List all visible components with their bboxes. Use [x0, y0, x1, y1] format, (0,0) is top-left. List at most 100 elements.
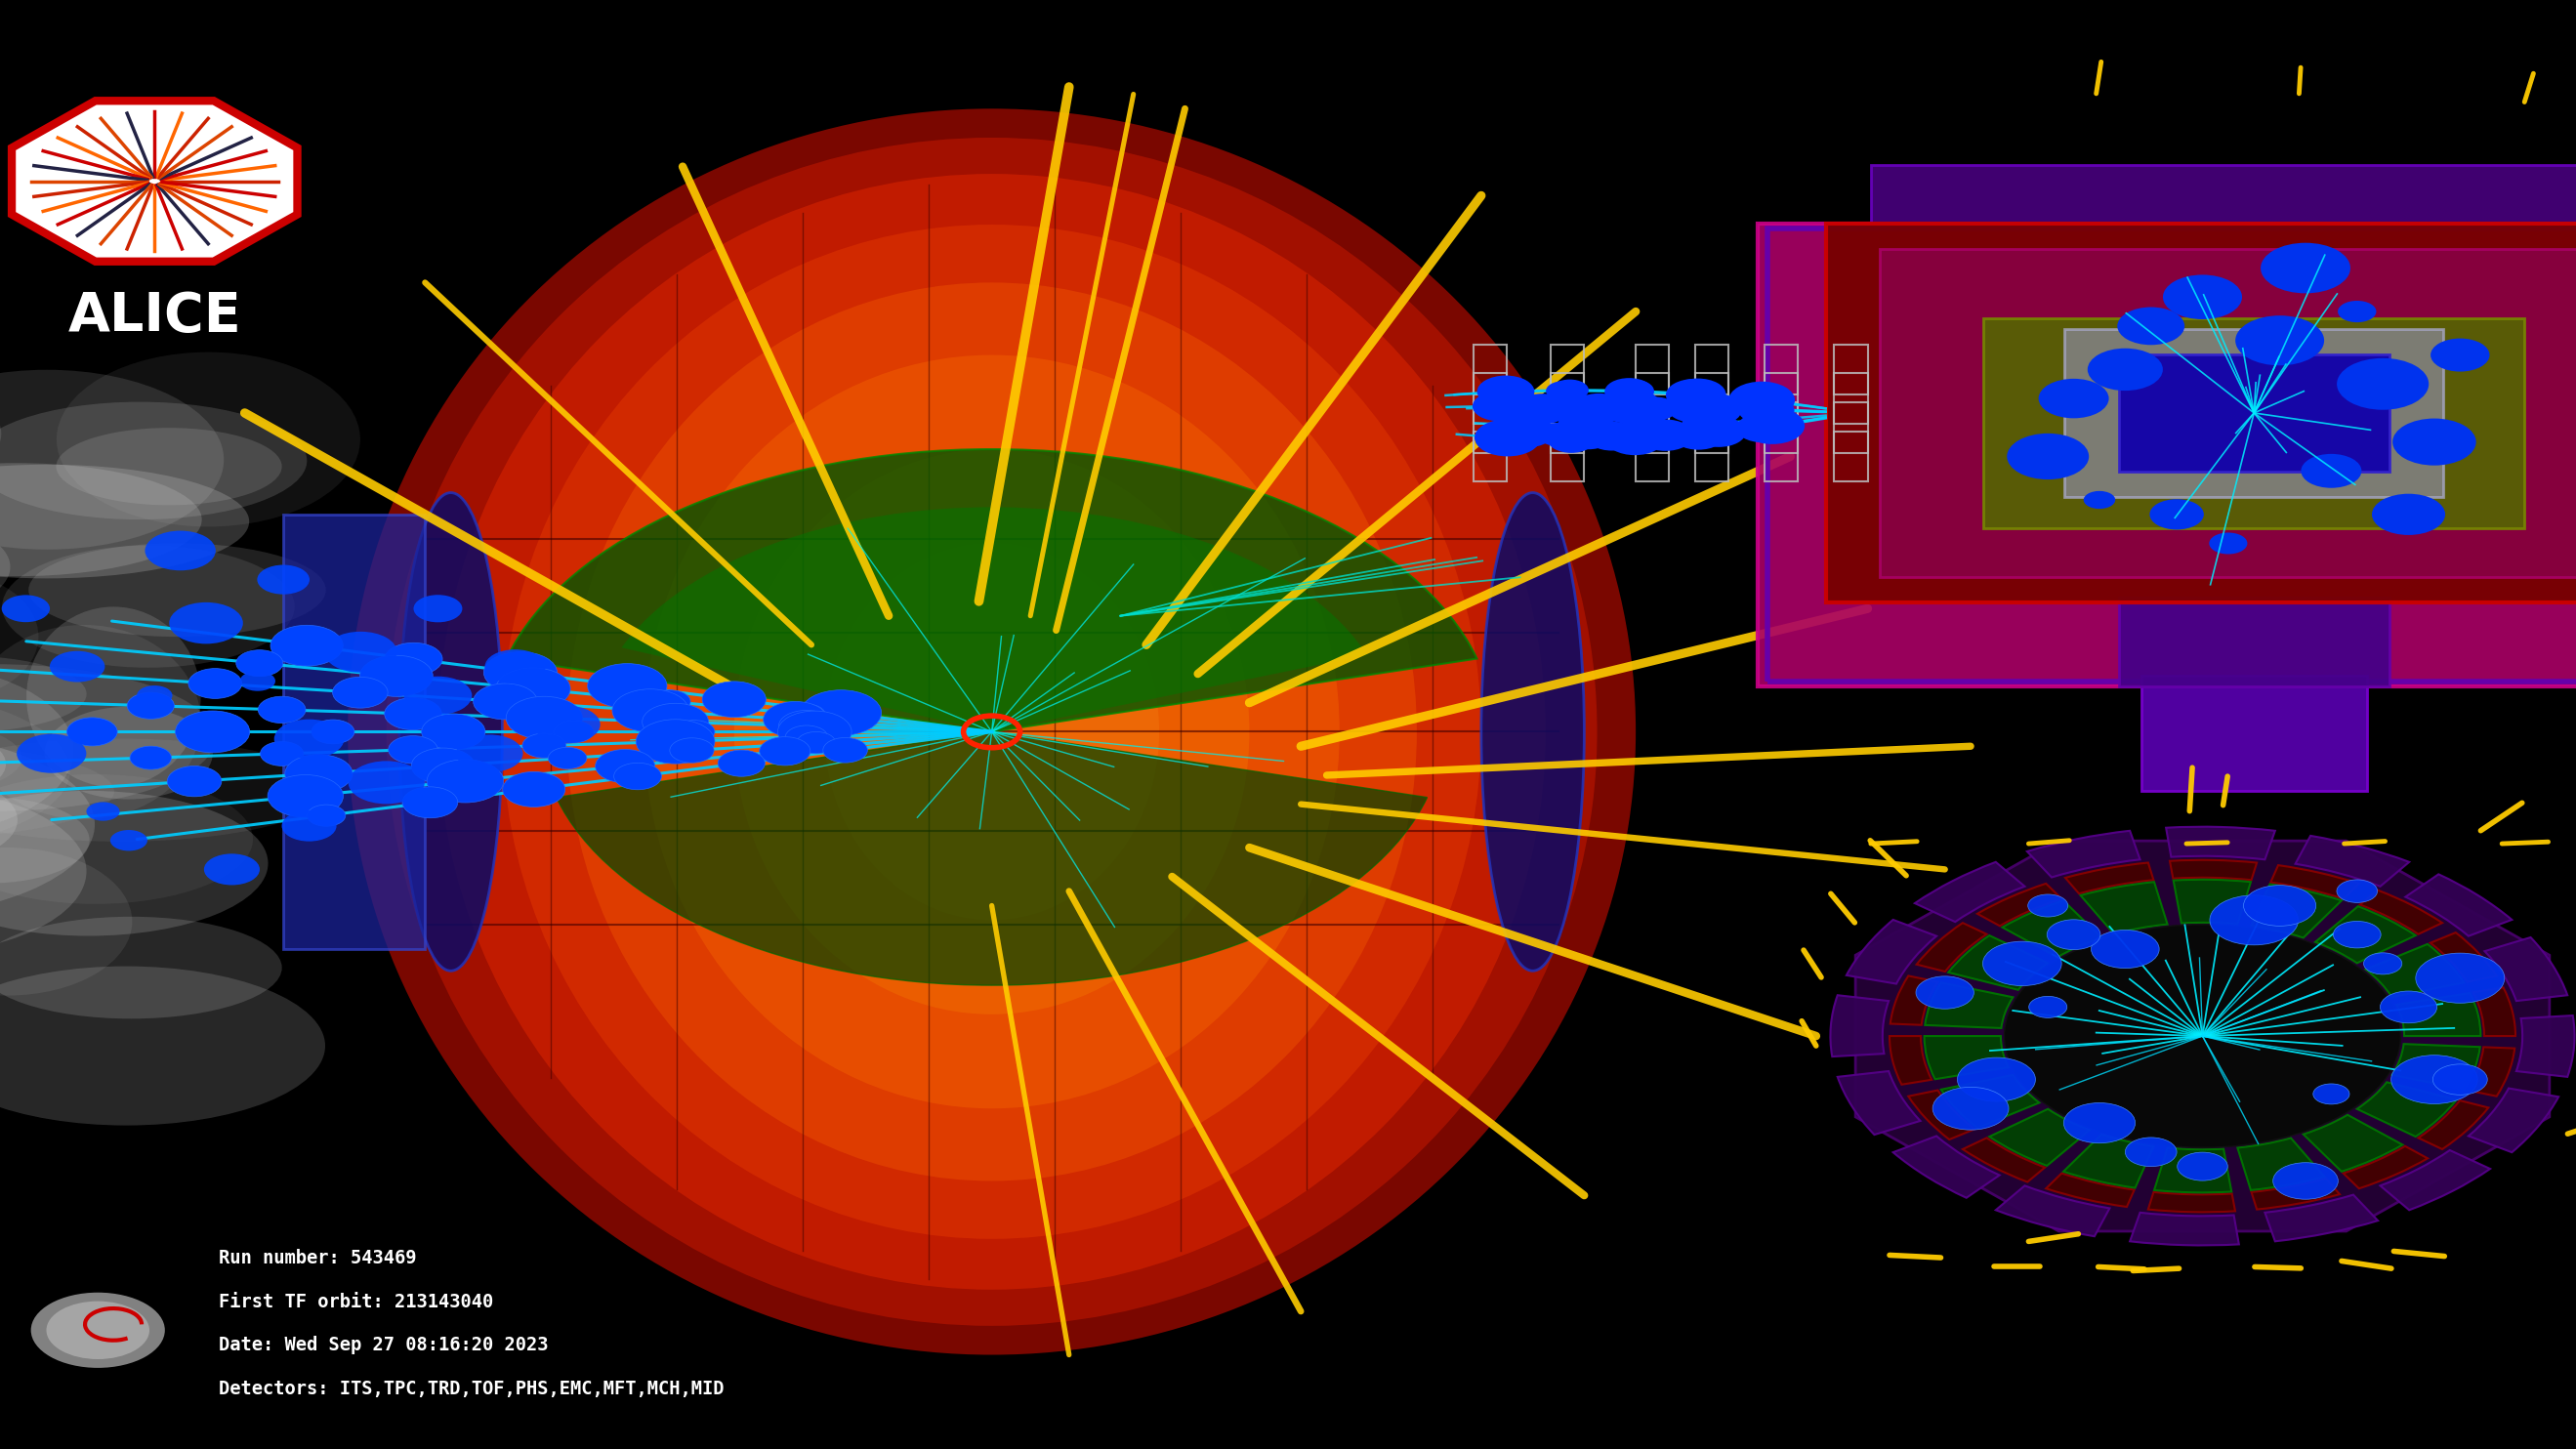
Circle shape — [2004, 924, 2401, 1148]
Circle shape — [2262, 243, 2349, 293]
Wedge shape — [2081, 882, 2166, 935]
Circle shape — [2117, 307, 2184, 345]
Circle shape — [1587, 422, 1638, 451]
Circle shape — [1499, 398, 1533, 417]
Circle shape — [1747, 409, 1785, 430]
Ellipse shape — [644, 355, 1340, 1108]
Circle shape — [129, 746, 173, 769]
Circle shape — [1917, 977, 1973, 1009]
Circle shape — [412, 748, 474, 784]
Circle shape — [1515, 394, 1569, 425]
Circle shape — [554, 720, 592, 743]
Wedge shape — [1909, 1090, 1976, 1139]
Circle shape — [404, 677, 471, 714]
Wedge shape — [2066, 862, 2154, 894]
Wedge shape — [2380, 1151, 2491, 1210]
Circle shape — [1692, 416, 1747, 448]
Circle shape — [788, 704, 824, 724]
Ellipse shape — [0, 848, 131, 995]
Polygon shape — [13, 101, 296, 261]
Circle shape — [1682, 393, 1741, 426]
Circle shape — [719, 751, 765, 777]
Circle shape — [1497, 410, 1551, 439]
Circle shape — [188, 668, 242, 698]
Ellipse shape — [0, 690, 70, 852]
Circle shape — [260, 742, 304, 767]
Wedge shape — [1914, 862, 2025, 922]
Circle shape — [2038, 378, 2110, 419]
Circle shape — [2063, 1103, 2136, 1143]
Circle shape — [1548, 397, 1582, 414]
Wedge shape — [621, 507, 1368, 732]
Circle shape — [2393, 419, 2476, 465]
Wedge shape — [1978, 884, 2061, 926]
Text: Date: Wed Sep 27 08:16:20 2023: Date: Wed Sep 27 08:16:20 2023 — [219, 1336, 549, 1355]
Polygon shape — [1855, 840, 2550, 1232]
Wedge shape — [2045, 1174, 2136, 1207]
Circle shape — [1984, 942, 2061, 985]
Circle shape — [1551, 380, 1589, 401]
Circle shape — [474, 684, 538, 720]
Ellipse shape — [0, 369, 224, 549]
Circle shape — [1932, 1087, 2009, 1130]
Ellipse shape — [734, 449, 1249, 1014]
Circle shape — [144, 530, 216, 571]
Wedge shape — [1917, 923, 1986, 972]
Circle shape — [1747, 414, 1788, 438]
Circle shape — [778, 711, 853, 752]
Circle shape — [636, 719, 714, 764]
Circle shape — [2336, 880, 2378, 903]
Circle shape — [595, 749, 654, 782]
Circle shape — [801, 690, 881, 736]
Wedge shape — [1947, 936, 2048, 990]
Wedge shape — [2148, 1193, 2236, 1211]
Circle shape — [2125, 1137, 2177, 1166]
Circle shape — [1741, 398, 1780, 419]
Ellipse shape — [3, 545, 294, 668]
Circle shape — [2210, 895, 2298, 945]
Circle shape — [384, 698, 440, 730]
Text: First TF orbit: 213143040: First TF orbit: 213143040 — [219, 1293, 495, 1311]
Wedge shape — [1893, 1136, 1999, 1198]
Circle shape — [2092, 930, 2159, 968]
Circle shape — [1546, 381, 1582, 401]
Wedge shape — [2406, 874, 2512, 936]
Ellipse shape — [0, 775, 18, 864]
Ellipse shape — [44, 707, 214, 800]
Wedge shape — [2002, 900, 2102, 958]
Circle shape — [1739, 396, 1790, 425]
Circle shape — [1623, 413, 1667, 438]
Wedge shape — [2357, 1082, 2458, 1136]
Circle shape — [2391, 1055, 2478, 1104]
Circle shape — [1958, 1058, 2035, 1101]
Circle shape — [428, 759, 502, 803]
Ellipse shape — [0, 464, 201, 577]
Circle shape — [361, 655, 433, 697]
Circle shape — [1682, 410, 1728, 436]
Wedge shape — [1924, 982, 2012, 1029]
Circle shape — [1605, 378, 1654, 406]
Circle shape — [2007, 433, 2089, 480]
Ellipse shape — [0, 401, 307, 520]
Circle shape — [1682, 397, 1721, 419]
FancyBboxPatch shape — [2063, 329, 2442, 497]
Circle shape — [348, 761, 425, 804]
Circle shape — [1571, 393, 1625, 425]
Text: Detectors: ITS,TPC,TRD,TOF,PHS,EMC,MFT,MCH,MID: Detectors: ITS,TPC,TRD,TOF,PHS,EMC,MFT,M… — [219, 1379, 724, 1398]
Circle shape — [1667, 391, 1723, 423]
Ellipse shape — [0, 797, 90, 884]
Circle shape — [523, 733, 567, 758]
Circle shape — [2210, 533, 2246, 554]
FancyBboxPatch shape — [2141, 675, 2367, 791]
Wedge shape — [1989, 1108, 2089, 1166]
Ellipse shape — [26, 607, 201, 787]
Circle shape — [1613, 380, 1654, 403]
Wedge shape — [2239, 1137, 2324, 1190]
Wedge shape — [2360, 890, 2442, 935]
Circle shape — [1690, 422, 1726, 442]
Wedge shape — [2166, 827, 2275, 859]
Ellipse shape — [0, 664, 75, 836]
Wedge shape — [2269, 865, 2360, 898]
Wedge shape — [2251, 884, 2342, 938]
Ellipse shape — [386, 138, 1597, 1326]
